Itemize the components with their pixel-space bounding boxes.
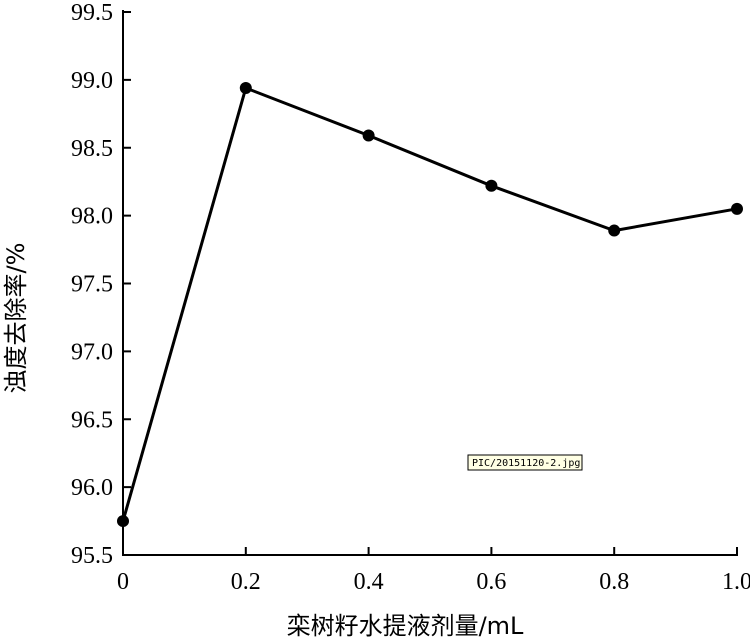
y-tick-label: 99.5 <box>71 0 113 26</box>
data-point <box>362 129 375 142</box>
data-point <box>485 179 498 192</box>
watermark-box <box>467 454 583 471</box>
y-axis-title: 浊度去除率/% <box>2 243 30 394</box>
data-point <box>731 202 743 215</box>
y-tick-label: 95.5 <box>71 543 113 569</box>
y-tick-label: 99.0 <box>71 68 113 94</box>
x-tick-label: 0.6 <box>476 569 506 595</box>
x-axis-ticks: 0 0.2 0.4 0.6 0.8 1.0 <box>117 547 750 595</box>
data-points <box>117 82 743 528</box>
data-point <box>239 82 252 95</box>
watermark-label: PIC/20151120-2.jpg <box>467 454 583 471</box>
y-tick-label: 97.5 <box>71 272 113 298</box>
x-tick-label: 0 <box>117 569 129 595</box>
y-axis-ticks: 95.5 96.0 96.5 97.0 97.5 98.0 98.5 99.0 99.5 <box>71 0 131 569</box>
x-axis-title: 栾树籽水提液剂量/mL <box>287 612 524 640</box>
x-tick-label: 1.0 <box>722 569 750 595</box>
y-tick-label: 96.0 <box>71 475 113 501</box>
y-tick-label: 96.5 <box>71 407 113 433</box>
series-line <box>121 86 738 522</box>
y-tick-label: 98.0 <box>71 204 113 230</box>
y-tick-label: 98.5 <box>71 136 113 162</box>
x-tick-label: 0.8 <box>599 569 629 595</box>
x-tick-label: 0.4 <box>354 569 384 595</box>
x-tick-label: 0.2 <box>231 569 261 595</box>
y-tick-label: 97.0 <box>71 339 113 365</box>
data-point <box>117 515 129 528</box>
data-point <box>608 224 621 237</box>
watermark-text: PIC/20151120-2.jpg <box>472 458 580 469</box>
